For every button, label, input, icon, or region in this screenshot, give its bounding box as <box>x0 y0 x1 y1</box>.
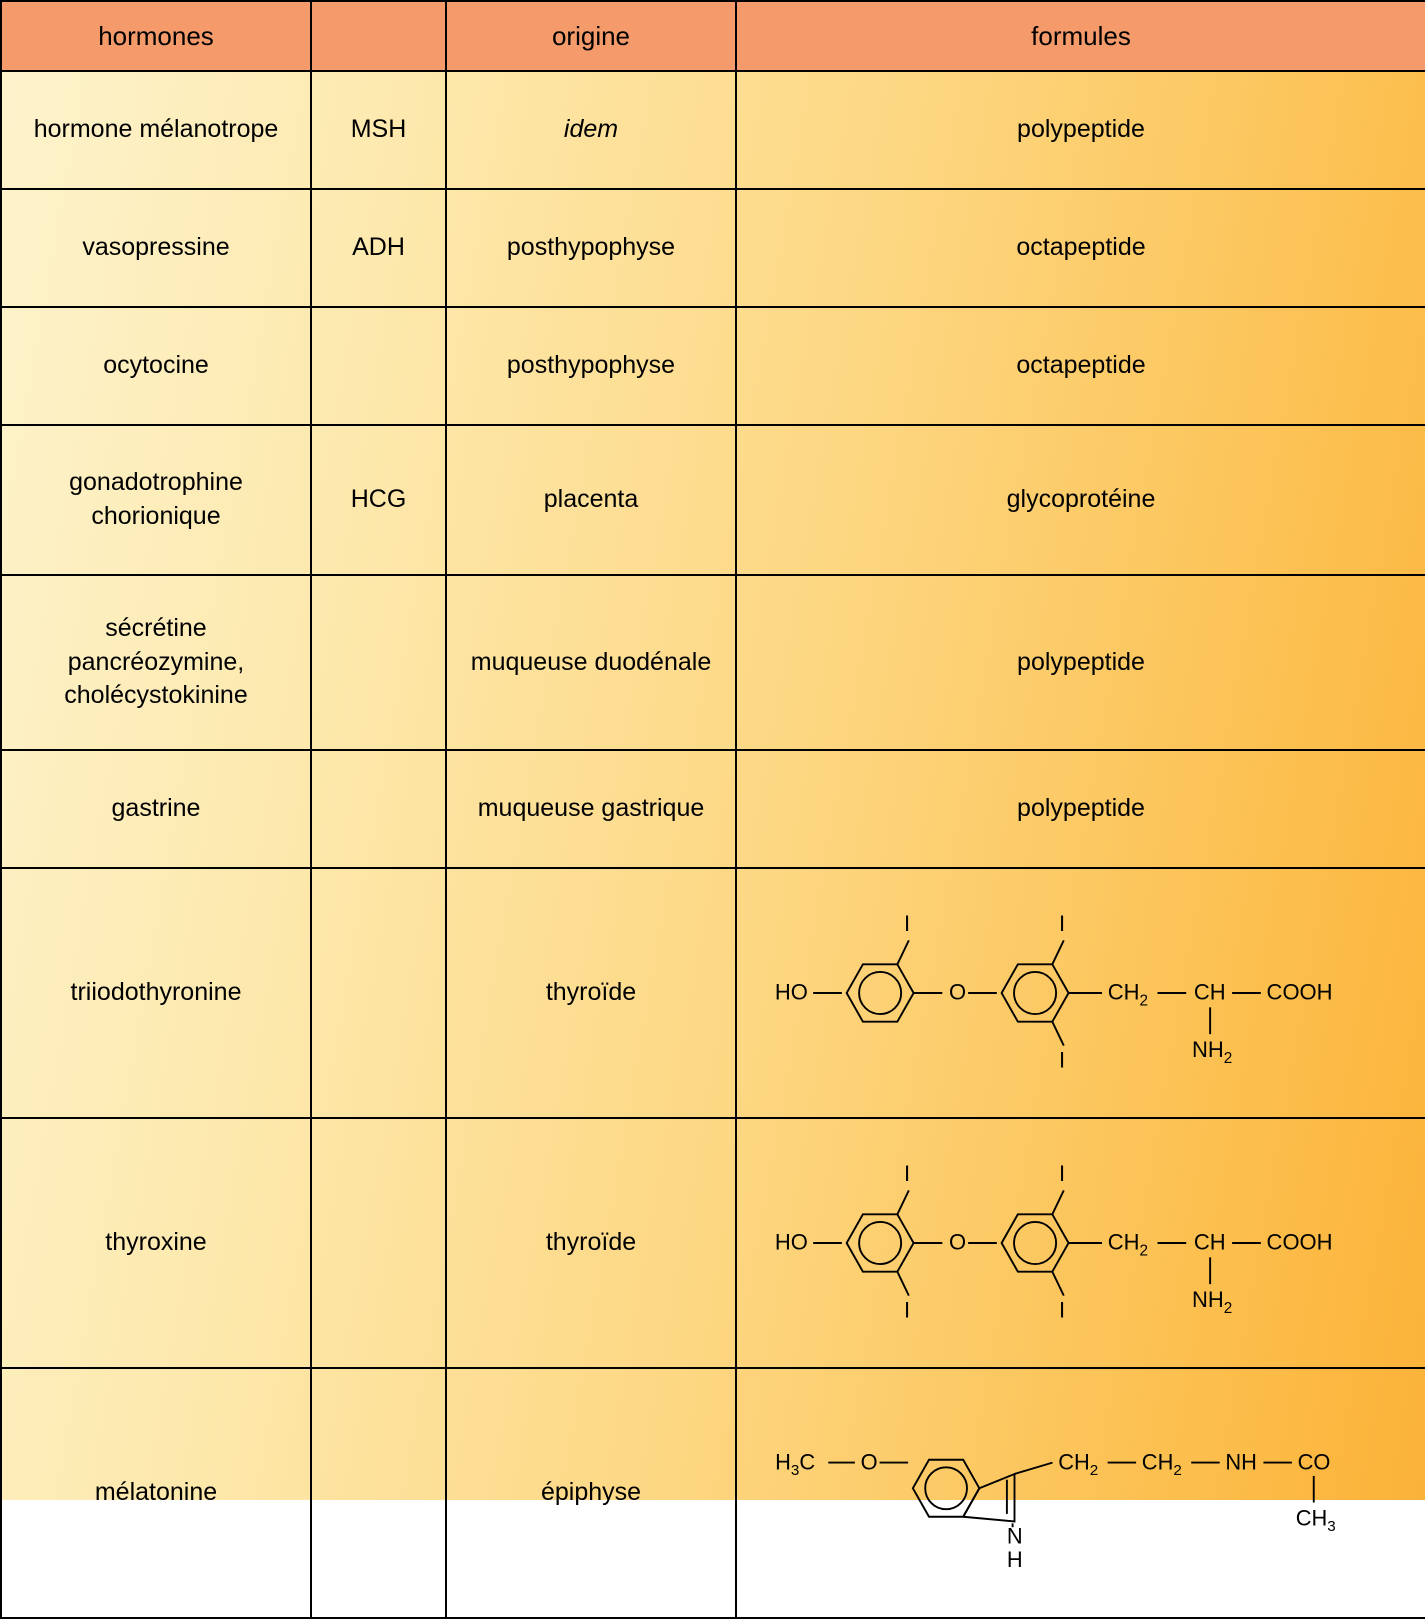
cell-hormone: thyroxine <box>1 1118 311 1368</box>
hormones-table: hormones origine formules hormone mélano… <box>0 0 1425 1619</box>
svg-text:I: I <box>904 911 910 936</box>
cell-abbr <box>311 868 446 1118</box>
table-row: thyroxine thyroïde HO I I <box>1 1118 1425 1368</box>
cell-origine: muqueuse gastrique <box>446 750 736 868</box>
cell-abbr <box>311 750 446 868</box>
cell-abbr <box>311 307 446 425</box>
table-row: gastrine muqueuse gastrique polypeptide <box>1 750 1425 868</box>
header-abbr <box>311 1 446 71</box>
cell-abbr <box>311 1368 446 1618</box>
cell-formule-chem: HO I O <box>736 868 1425 1118</box>
cell-formule: polypeptide <box>736 750 1425 868</box>
svg-text:I: I <box>1059 1048 1065 1073</box>
svg-text:COOH: COOH <box>1267 1230 1333 1255</box>
cell-formule-chem: HO I I O <box>736 1118 1425 1368</box>
table-row: gonadotrophinechorionique HCG placenta g… <box>1 425 1425 575</box>
svg-text:CH: CH <box>1194 980 1226 1005</box>
svg-text:CH3: CH3 <box>1296 1505 1336 1535</box>
cell-hormone: gonadotrophinechorionique <box>1 425 311 575</box>
cell-origine: muqueuse duodénale <box>446 575 736 750</box>
svg-text:NH2: NH2 <box>1192 1287 1232 1317</box>
svg-text:CH2: CH2 <box>1108 980 1148 1010</box>
cell-origine: placenta <box>446 425 736 575</box>
svg-text:HO: HO <box>775 1230 808 1255</box>
table-row: sécrétinepancréozymine,cholécystokinine … <box>1 575 1425 750</box>
svg-text:CO: CO <box>1298 1449 1331 1474</box>
cell-formule: octapeptide <box>736 307 1425 425</box>
cell-formule: polypeptide <box>736 575 1425 750</box>
cell-hormone: hormone mélanotrope <box>1 71 311 189</box>
cell-hormone: sécrétinepancréozymine,cholécystokinine <box>1 575 311 750</box>
chem-structure-melatonin: H3C O N H <box>745 1379 1417 1607</box>
svg-text:H: H <box>1007 1547 1023 1572</box>
cell-abbr <box>311 575 446 750</box>
cell-formule-chem: H3C O N H <box>736 1368 1425 1618</box>
table-row: vasopressine ADH posthypophyse octapepti… <box>1 189 1425 307</box>
chem-structure-t4: HO I I O <box>745 1129 1417 1357</box>
cell-abbr: HCG <box>311 425 446 575</box>
svg-text:I: I <box>904 1161 910 1186</box>
table-row: triiodothyronine thyroïde HO I <box>1 868 1425 1118</box>
svg-text:NH: NH <box>1225 1449 1257 1474</box>
svg-text:O: O <box>949 980 966 1005</box>
cell-abbr <box>311 1118 446 1368</box>
header-hormones: hormones <box>1 1 311 71</box>
cell-origine: posthypophyse <box>446 189 736 307</box>
cell-origine: thyroïde <box>446 868 736 1118</box>
cell-hormone: gastrine <box>1 750 311 868</box>
header-origine: origine <box>446 1 736 71</box>
svg-text:CH: CH <box>1194 1230 1226 1255</box>
cell-hormone: vasopressine <box>1 189 311 307</box>
cell-hormone: ocytocine <box>1 307 311 425</box>
svg-text:I: I <box>1059 1161 1065 1186</box>
svg-text:COOH: COOH <box>1267 980 1333 1005</box>
table-row: mélatonine épiphyse H3C O <box>1 1368 1425 1618</box>
svg-text:I: I <box>904 1298 910 1323</box>
cell-formule: octapeptide <box>736 189 1425 307</box>
svg-text:O: O <box>949 1230 966 1255</box>
svg-text:CH2: CH2 <box>1058 1449 1098 1479</box>
cell-abbr: ADH <box>311 189 446 307</box>
svg-text:I: I <box>1059 911 1065 936</box>
cell-formule: glycoprotéine <box>736 425 1425 575</box>
header-row: hormones origine formules <box>1 1 1425 71</box>
cell-origine: posthypophyse <box>446 307 736 425</box>
hormones-table-sheet: hormones origine formules hormone mélano… <box>0 0 1425 1500</box>
cell-formule: polypeptide <box>736 71 1425 189</box>
table-row: ocytocine posthypophyse octapeptide <box>1 307 1425 425</box>
cell-hormone: mélatonine <box>1 1368 311 1618</box>
header-formules: formules <box>736 1 1425 71</box>
svg-text:HO: HO <box>775 980 808 1005</box>
svg-text:H3C: H3C <box>775 1449 815 1479</box>
svg-text:I: I <box>1059 1298 1065 1323</box>
cell-origine: thyroïde <box>446 1118 736 1368</box>
table-row: hormone mélanotrope MSH idem polypeptide <box>1 71 1425 189</box>
chem-structure-t3: HO I O <box>745 879 1417 1107</box>
svg-text:O: O <box>861 1449 878 1474</box>
svg-text:NH2: NH2 <box>1192 1037 1232 1067</box>
svg-text:CH2: CH2 <box>1108 1230 1148 1260</box>
cell-origine: idem <box>446 71 736 189</box>
cell-hormone: triiodothyronine <box>1 868 311 1118</box>
svg-text:N: N <box>1007 1523 1023 1548</box>
cell-abbr: MSH <box>311 71 446 189</box>
svg-text:CH2: CH2 <box>1142 1449 1182 1479</box>
cell-origine: épiphyse <box>446 1368 736 1618</box>
